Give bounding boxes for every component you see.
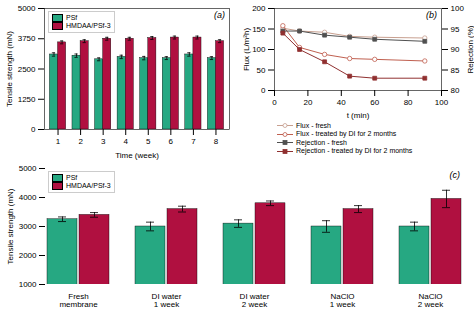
svg-text:DI water2 week: DI water2 week bbox=[240, 292, 270, 309]
svg-text:6: 6 bbox=[169, 137, 174, 146]
svg-text:60: 60 bbox=[370, 98, 379, 107]
svg-text:Time (week): Time (week) bbox=[115, 151, 159, 160]
svg-text:1: 1 bbox=[56, 137, 61, 146]
svg-text:150: 150 bbox=[252, 25, 266, 34]
svg-text:Flux (L/m²h): Flux (L/m²h) bbox=[242, 28, 251, 71]
svg-text:2000: 2000 bbox=[19, 251, 37, 260]
svg-text:2: 2 bbox=[78, 137, 83, 146]
svg-text:0: 0 bbox=[261, 86, 266, 95]
html-text:PSf: PSf bbox=[66, 13, 78, 21]
html-text:(b): (b) bbox=[426, 10, 437, 20]
svg-text:4: 4 bbox=[123, 137, 128, 146]
svg-text:0: 0 bbox=[272, 98, 277, 107]
svg-text:7: 7 bbox=[191, 137, 196, 146]
svg-text:95: 95 bbox=[451, 25, 460, 34]
svg-text:200: 200 bbox=[252, 4, 266, 13]
svg-text:1250: 1250 bbox=[18, 95, 36, 104]
svg-text:40: 40 bbox=[337, 98, 346, 107]
svg-text:4000: 4000 bbox=[19, 193, 37, 202]
svg-text:8: 8 bbox=[214, 137, 219, 146]
svg-text:5000: 5000 bbox=[19, 164, 37, 173]
svg-text:2500: 2500 bbox=[18, 65, 36, 74]
svg-text:3750: 3750 bbox=[18, 34, 36, 43]
html-text:(c): (c) bbox=[449, 170, 460, 180]
html-text:HMDAA/PSf-3: HMDAA/PSf-3 bbox=[66, 22, 111, 29]
svg-text:100: 100 bbox=[435, 98, 449, 107]
svg-text:0: 0 bbox=[31, 125, 36, 134]
svg-text:NaClO1 week: NaClO1 week bbox=[330, 292, 356, 309]
svg-text:100: 100 bbox=[252, 45, 266, 54]
svg-text:Tensile strength (mN): Tensile strength (mN) bbox=[5, 31, 14, 107]
svg-text:3: 3 bbox=[101, 137, 106, 146]
html-text:HMDAA/PSf-3: HMDAA/PSf-3 bbox=[66, 182, 111, 189]
svg-text:3000: 3000 bbox=[19, 222, 37, 231]
html-text:Flux - treated by DI for 2 mon: Flux - treated by DI for 2 months bbox=[296, 130, 397, 137]
svg-text:20: 20 bbox=[303, 98, 312, 107]
svg-text:5: 5 bbox=[146, 137, 151, 146]
svg-text:80: 80 bbox=[404, 98, 413, 107]
svg-text:80: 80 bbox=[451, 86, 460, 95]
svg-text:DI water1 week: DI water1 week bbox=[152, 292, 182, 309]
html-text:PSf: PSf bbox=[66, 173, 78, 181]
svg-text:Freshmembrane: Freshmembrane bbox=[59, 292, 98, 309]
html-text:Rejection - fresh: Rejection - fresh bbox=[296, 138, 347, 146]
svg-text:50: 50 bbox=[257, 66, 266, 75]
svg-text:Rejection (%): Rejection (%) bbox=[466, 25, 474, 73]
svg-text:1000: 1000 bbox=[19, 280, 37, 289]
html-text:Flux - fresh: Flux - fresh bbox=[296, 121, 331, 129]
svg-text:100: 100 bbox=[451, 4, 465, 13]
svg-text:85: 85 bbox=[451, 66, 460, 75]
html-text:(a): (a) bbox=[214, 10, 225, 20]
svg-text:90: 90 bbox=[451, 45, 460, 54]
svg-text:Tensile strength (mN): Tensile strength (mN) bbox=[6, 188, 15, 264]
html-text:Rejection - treated by DI for: Rejection - treated by DI for 2 months bbox=[296, 147, 413, 154]
svg-text:NaClO2 week: NaClO2 week bbox=[418, 292, 444, 309]
svg-text:5000: 5000 bbox=[18, 4, 36, 13]
svg-text:t (min): t (min) bbox=[347, 111, 370, 120]
